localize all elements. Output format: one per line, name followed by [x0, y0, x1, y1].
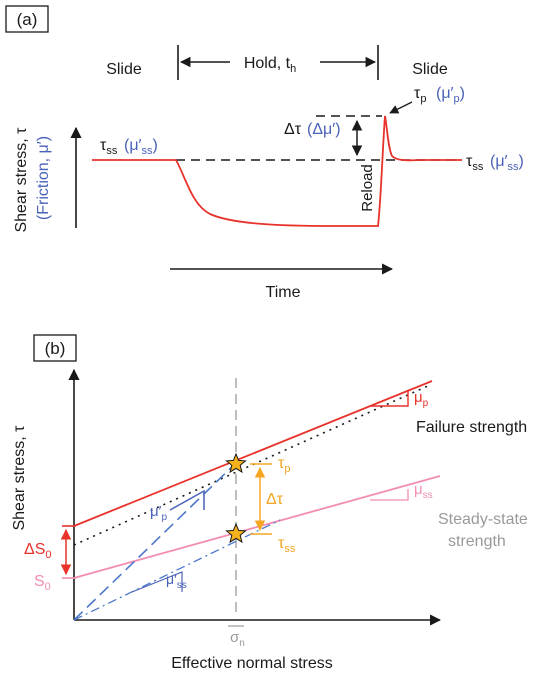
b-mu-p-prime-label: μ′p [150, 503, 167, 523]
a-stress-trace [92, 115, 462, 227]
panel-a-label-box [5, 5, 49, 33]
b-mu-ss-prime-line [73, 519, 281, 621]
a-tau-p: τp [414, 85, 426, 105]
b-mu-p-label: μp [414, 389, 429, 409]
b-mu-ss-prime-label: μ′ss [166, 571, 187, 591]
b-s0-label: S0 [34, 573, 51, 593]
b-dotted-reference [73, 384, 431, 546]
a-peak-pointer [389, 101, 413, 114]
a-tau-ss-right: τss [466, 153, 484, 173]
b-steady-label-2: strength [448, 533, 506, 550]
b-x-axis-label: Effective normal stress [171, 655, 333, 672]
panel-b-label: (b) [45, 339, 66, 358]
a-delta-mu: (Δμ′) [307, 121, 341, 138]
b-failure-label: Failure strength [416, 419, 527, 436]
b-steady-label-1: Steady-state [438, 511, 528, 528]
b-delta-s0-label: ΔS0 [24, 541, 51, 561]
b-sigma-label: σn [230, 629, 245, 649]
b-steady-line [73, 475, 441, 579]
a-delta-tau: Δτ [284, 121, 302, 138]
panel-a-label: (a) [17, 10, 38, 29]
a-mu-p: (μ′p) [436, 85, 465, 105]
b-steady-triangle [370, 489, 409, 501]
b-failure-triangle [370, 391, 409, 407]
b-tau-ss-label: τss [278, 535, 296, 555]
a-x-axis-label: Time [266, 284, 301, 301]
panel-b-label-box [33, 334, 77, 362]
b-mu-p-triangle [169, 489, 205, 511]
b-tau-p-label: τp [278, 455, 290, 475]
b-mu-ss-label: μss [414, 481, 433, 501]
a-tau-ss-left: τss [100, 137, 118, 157]
a-y-axis-label: Shear stress, τ [13, 127, 30, 233]
a-mu-ss-right: (μ′ss) [490, 153, 524, 173]
a-reload-label: Reload [359, 164, 376, 212]
b-star-steady [225, 522, 247, 544]
panel-b: (b) Shear stress, τ Effective normal str… [11, 334, 528, 672]
b-mu-p-prime-line [73, 462, 237, 621]
b-star-peak [225, 452, 247, 474]
b-y-axis-label: Shear stress, τ [11, 425, 28, 531]
a-y-axis-sub-label: (Friction, μ′) [35, 136, 52, 220]
slide-left-label: Slide [106, 61, 142, 78]
panel-a: (a) Slide Hold, th Slide Time Shear stre… [5, 5, 524, 301]
slide-right-label: Slide [412, 61, 448, 78]
b-failure-line [73, 380, 433, 527]
b-mu-ss-triangle [131, 571, 183, 593]
b-delta-tau-label: Δτ [266, 491, 284, 508]
hold-label: Hold, th [244, 55, 296, 75]
a-mu-ss-left: (μ′ss) [124, 137, 158, 157]
